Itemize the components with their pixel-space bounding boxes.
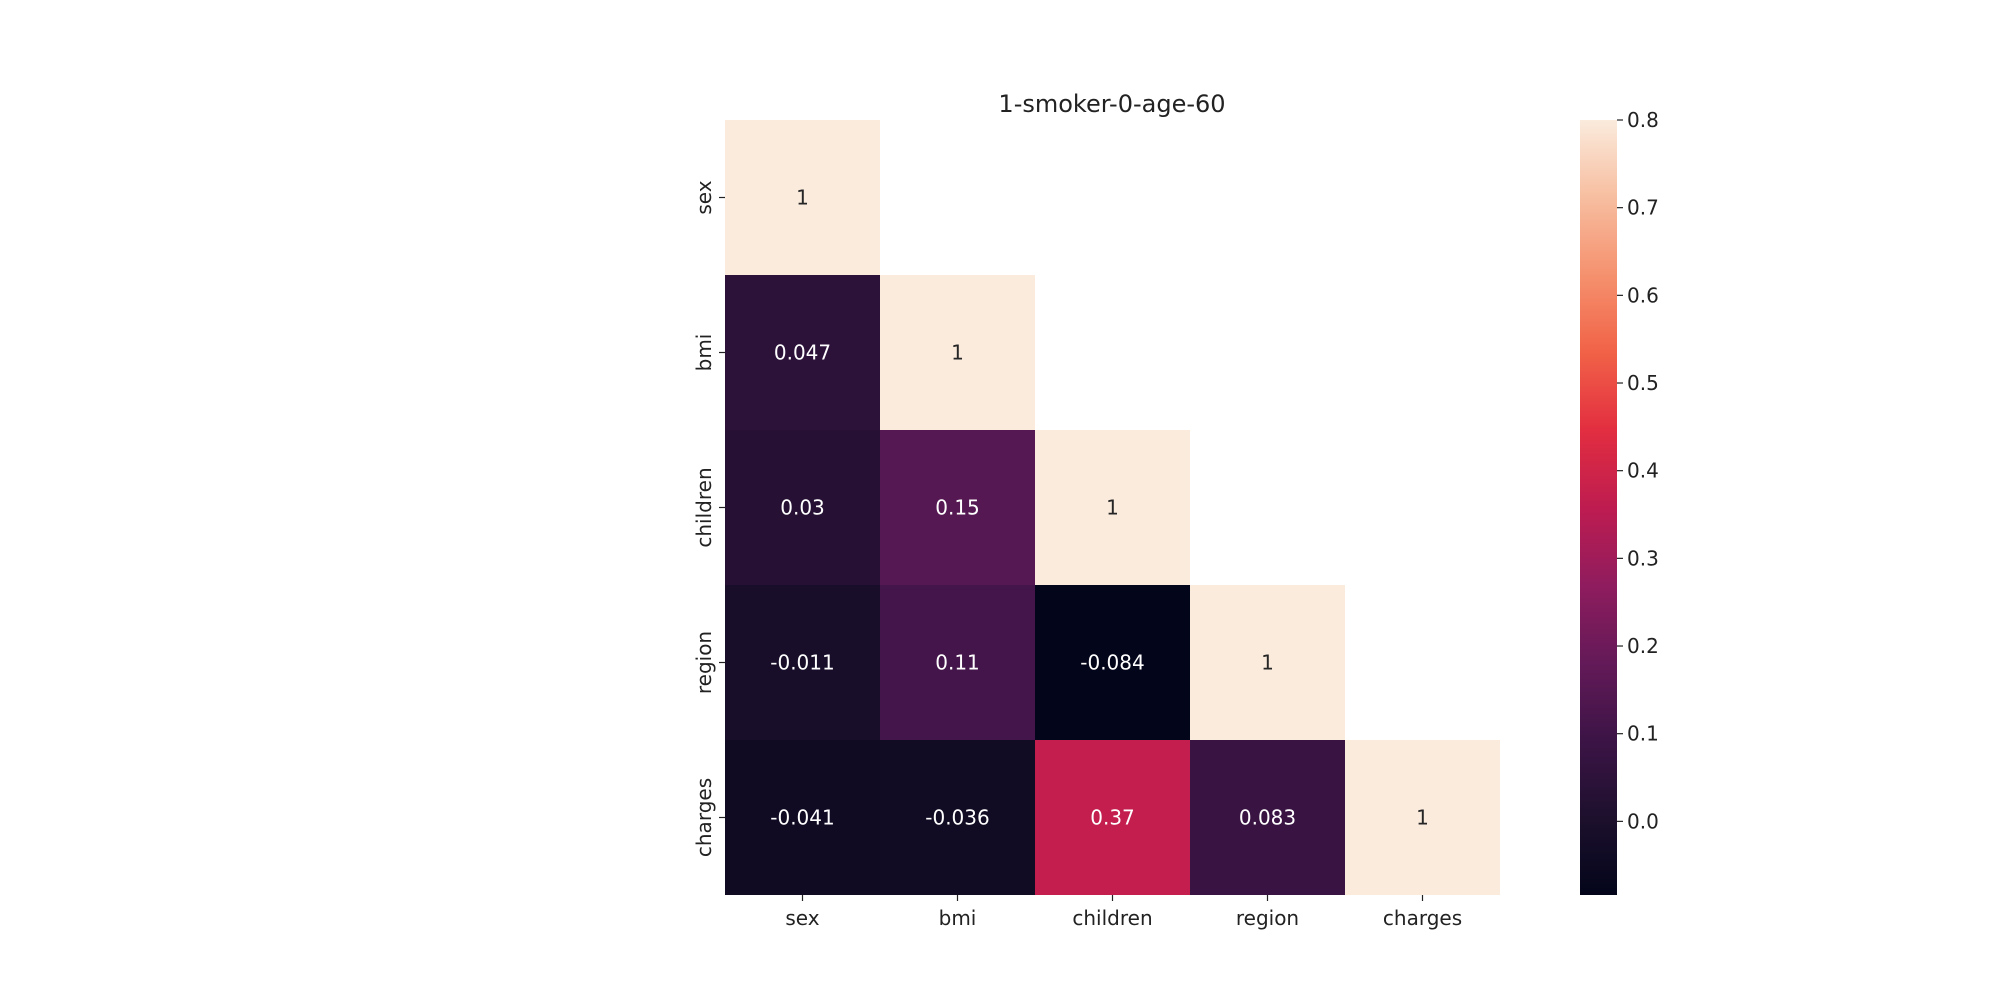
heatmap-cell <box>725 740 880 895</box>
heatmap-cell <box>1190 585 1345 740</box>
cell-value-label: 0.047 <box>774 341 831 365</box>
cell-value-label: 1 <box>1416 806 1429 830</box>
heatmap-cell <box>880 740 1035 895</box>
heatmap-cell <box>725 275 880 430</box>
cell-value-label: 1 <box>1106 496 1119 520</box>
y-tick-label: children <box>692 467 716 547</box>
colorbar-tick-label: 0.1 <box>1627 722 1659 746</box>
cell-value-label: -0.084 <box>1080 651 1144 675</box>
cell-value-label: 0.03 <box>780 496 825 520</box>
y-tick-label: sex <box>692 180 716 214</box>
x-tick-label: charges <box>1383 906 1462 930</box>
cell-value-label: -0.041 <box>770 806 834 830</box>
cell-value-label: 1 <box>1261 651 1274 675</box>
heatmap-cell <box>725 585 880 740</box>
colorbar-tick-label: 0.4 <box>1627 459 1659 483</box>
heatmap-cell <box>1035 430 1190 585</box>
heatmap-cell <box>880 275 1035 430</box>
x-tick-label: bmi <box>939 906 977 930</box>
cell-value-label: 0.15 <box>935 496 980 520</box>
cell-value-label: 0.083 <box>1239 806 1296 830</box>
heatmap-cells: 1 0.047 1 0.03 0.15 1 -0.011 0.11 -0.084 1 -0.041 -… <box>725 120 1500 895</box>
colorbar-tick-label: 0.6 <box>1627 283 1659 307</box>
cell-value-label: 0.11 <box>935 651 980 675</box>
heatmap-cell <box>880 430 1035 585</box>
colorbar-gradient <box>1580 120 1617 895</box>
heatmap-cell <box>1345 740 1500 895</box>
cell-value-label: 1 <box>796 186 809 210</box>
x-tick-label: sex <box>785 906 819 930</box>
heatmap-cell <box>880 585 1035 740</box>
heatmap-cell <box>725 430 880 585</box>
y-tick-label: region <box>692 631 716 694</box>
heatmap-cell <box>1190 740 1345 895</box>
y-axis-ticks: sex bmi children region charges <box>692 180 725 857</box>
colorbar-tick-label: 0.8 <box>1627 108 1659 132</box>
y-tick-label: bmi <box>692 334 716 372</box>
heatmap-cell <box>1035 585 1190 740</box>
colorbar-tick-label: 0.2 <box>1627 634 1659 658</box>
cell-value-label: -0.011 <box>770 651 834 675</box>
colorbar: 0.0 0.1 0.2 0.3 0.4 0.5 0.6 0.7 0.8 <box>1580 108 1659 895</box>
y-tick-label: charges <box>692 778 716 857</box>
cell-value-label: 1 <box>951 341 964 365</box>
heatmap-cell <box>725 120 880 275</box>
colorbar-tick-label: 0.5 <box>1627 371 1659 395</box>
colorbar-tick-label: 0.0 <box>1627 809 1659 833</box>
heatmap-cell <box>1035 740 1190 895</box>
x-tick-label: children <box>1072 906 1152 930</box>
x-axis-ticks: sex bmi children region charges <box>785 895 1462 930</box>
cell-value-label: 0.37 <box>1090 806 1135 830</box>
colorbar-tick-label: 0.7 <box>1627 196 1659 220</box>
colorbar-tick-label: 0.3 <box>1627 546 1659 570</box>
x-tick-label: region <box>1236 906 1299 930</box>
cell-value-label: -0.036 <box>925 806 989 830</box>
chart-title: 1-smoker-0-age-60 <box>998 90 1225 118</box>
